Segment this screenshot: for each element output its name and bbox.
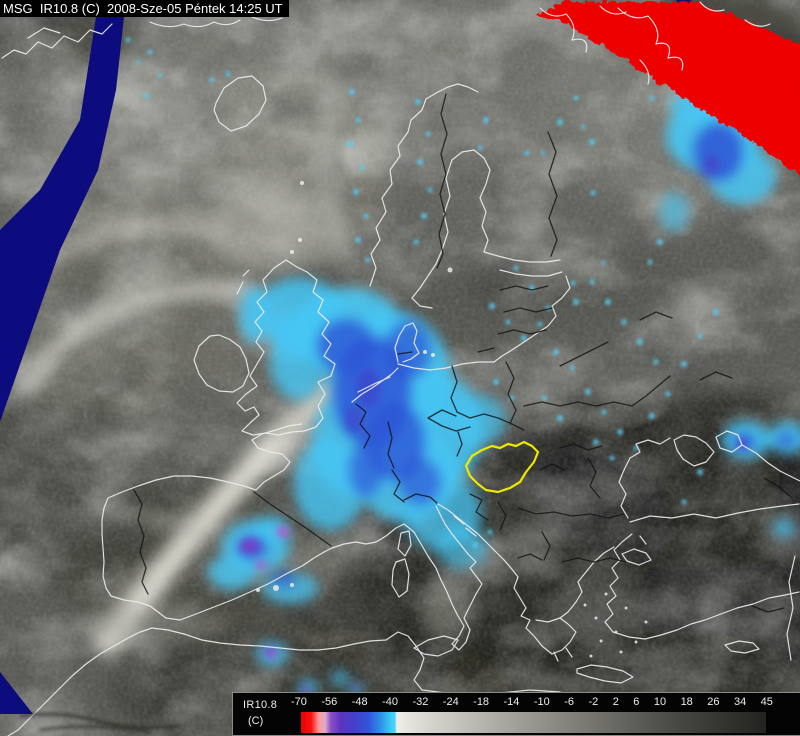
- legend-tick: -56: [321, 696, 338, 708]
- legend-tick: -6: [564, 696, 575, 708]
- legend-ticks: -70 -56 -48 -40 -32 -24 -18 -14 -10 -6 -2 2 6 10 18 26 3…: [291, 696, 773, 708]
- hungary-outline: [464, 440, 540, 494]
- atlas-ridges: [19, 712, 181, 734]
- legend-tick: -70: [291, 696, 307, 708]
- legend-tick: 2: [612, 696, 619, 708]
- legend-channel-label: IR10.8: [243, 699, 278, 711]
- legend-panel: IR10.8 (C) -70 -56 -48 -40 -32 -24 -18 -14 -10 -6…: [232, 692, 800, 736]
- title-bar: MSG IR10.8 (C) 2008-Sze-05 Péntek 14:25 …: [0, 0, 289, 17]
- legend-tick: -32: [412, 696, 429, 708]
- legend-tick: 26: [707, 696, 720, 708]
- legend-tick: -18: [473, 696, 490, 708]
- legend-tick: -10: [533, 696, 550, 708]
- small-islands: [256, 181, 648, 658]
- legend-unit-label: (C): [248, 715, 264, 727]
- legend-tick: -48: [351, 696, 368, 708]
- legend-tick: 18: [680, 696, 693, 708]
- legend-tick: -24: [442, 696, 459, 708]
- legend-tick: 45: [760, 696, 773, 708]
- legend-tick: 34: [733, 696, 747, 708]
- legend-tick: -2: [588, 696, 599, 708]
- legend-color-bar: [301, 712, 766, 733]
- legend-tick: 6: [633, 696, 640, 708]
- country-borders: [133, 93, 793, 613]
- legend-tick: -14: [503, 696, 520, 708]
- cold-cloud-overlay: [125, 37, 800, 696]
- red-scan-stripe: [533, 0, 800, 176]
- legend-tick: 10: [653, 696, 667, 708]
- legend-tick: -40: [382, 696, 398, 708]
